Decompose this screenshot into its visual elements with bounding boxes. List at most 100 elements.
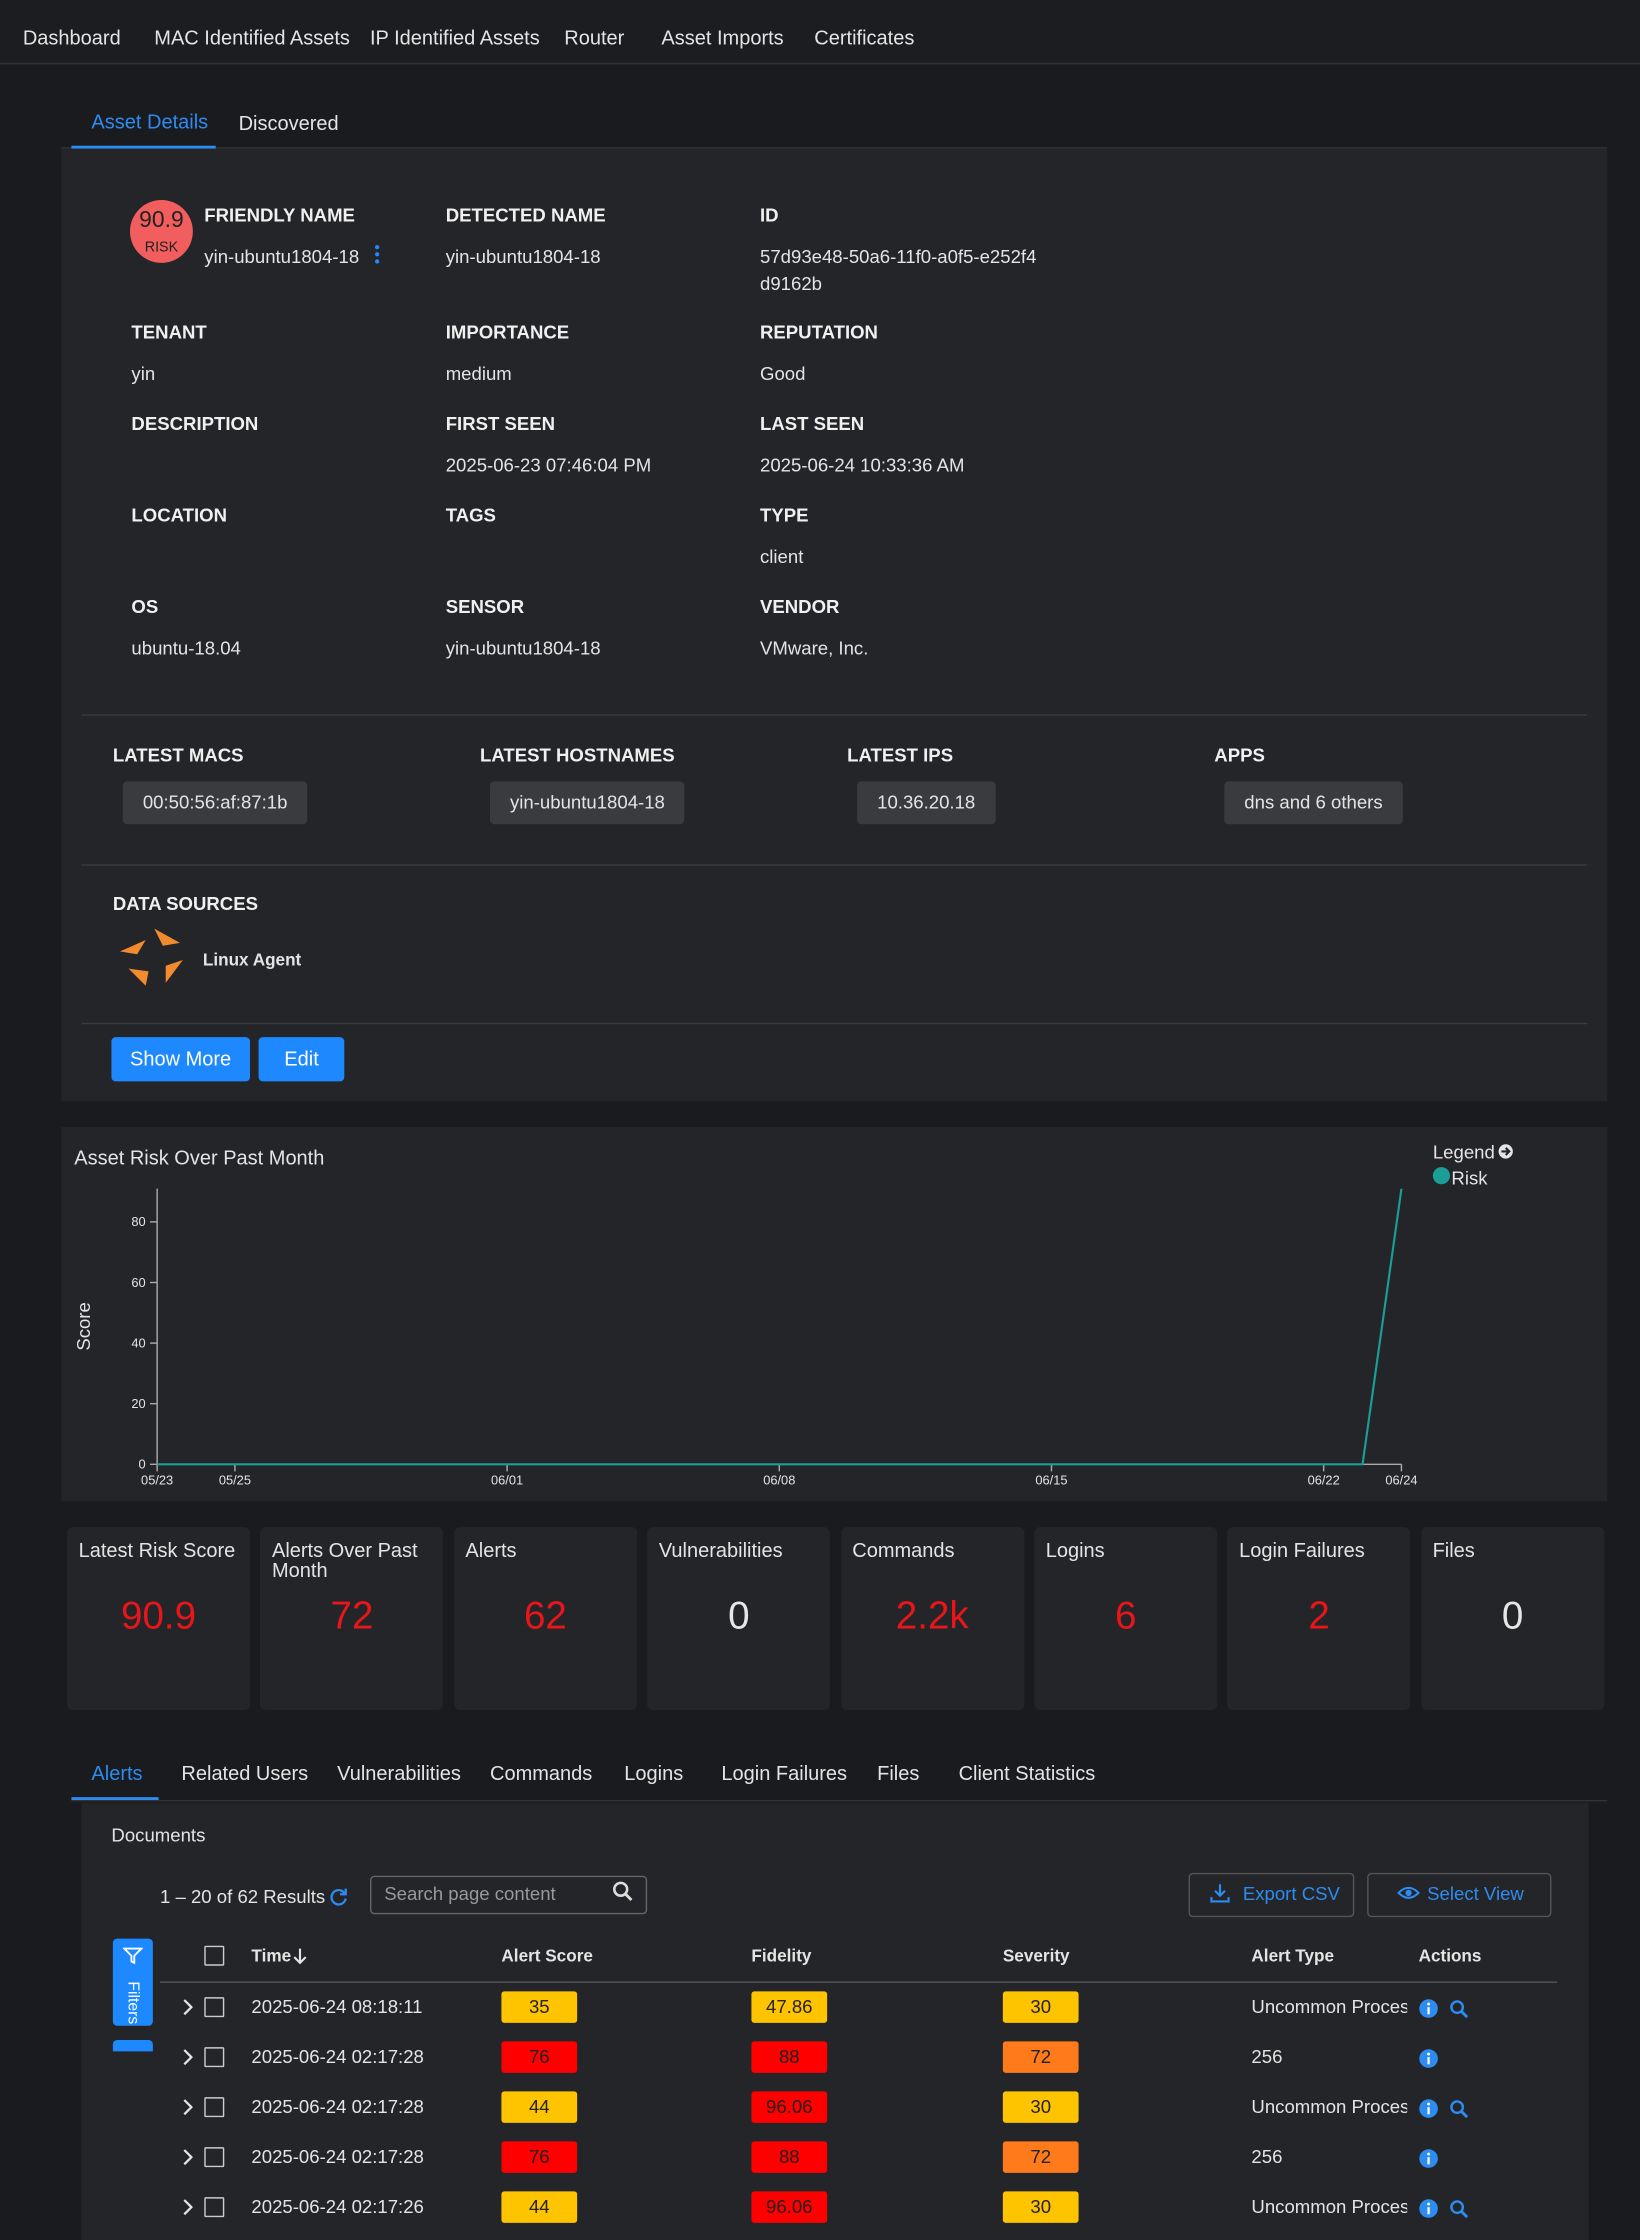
tab-active[interactable]: Asset Details xyxy=(91,109,209,133)
tab[interactable]: Related Users xyxy=(181,1761,309,1785)
y-tick-label: 20 xyxy=(131,1396,145,1411)
latest-chip[interactable]: dns and 6 others xyxy=(1224,781,1403,825)
divider xyxy=(81,714,1588,716)
tab[interactable]: Commands xyxy=(489,1761,593,1785)
field-value: VMware, Inc. xyxy=(759,637,869,659)
column-header[interactable]: Alert Score xyxy=(501,1945,593,1966)
latest-label: LATEST MACS xyxy=(112,744,244,766)
search-action-icon[interactable] xyxy=(1449,2099,1469,2119)
refresh-icon[interactable] xyxy=(329,1887,349,1907)
expand-chevron[interactable] xyxy=(181,2199,193,2216)
y-tick-label: 60 xyxy=(131,1275,145,1290)
info-icon[interactable] xyxy=(1419,2149,1439,2169)
search-action-icon[interactable] xyxy=(1449,1999,1469,2019)
badge-fidelity: 88 xyxy=(751,2041,828,2073)
checkbox[interactable] xyxy=(204,2047,225,2068)
badge-fidelity: 96.06 xyxy=(751,2191,828,2223)
tab[interactable]: Client Statistics xyxy=(958,1761,1096,1785)
stat-value: 6 xyxy=(1114,1594,1137,1638)
field-label: LOCATION xyxy=(131,504,228,526)
info-icon[interactable] xyxy=(1419,2049,1439,2069)
nav-link[interactable]: Router xyxy=(564,25,625,49)
column-header[interactable]: Actions xyxy=(1418,1945,1482,1966)
x-tick-label: 06/24 xyxy=(1385,1472,1417,1487)
button[interactable]: Edit xyxy=(258,1037,345,1082)
y-tick-label: 80 xyxy=(131,1214,145,1229)
field-value: yin-ubuntu1804-18 xyxy=(204,245,360,268)
column-header[interactable]: Time xyxy=(251,1945,292,1966)
latest-label: LATEST HOSTNAMES xyxy=(479,744,675,766)
search-box[interactable] xyxy=(369,1875,648,1915)
risk-line xyxy=(157,1188,1403,1466)
x-tick-label: 06/08 xyxy=(763,1472,795,1487)
tab[interactable]: Files xyxy=(877,1761,920,1785)
nav-link[interactable]: MAC Identified Assets xyxy=(154,25,350,49)
badge-score: 44 xyxy=(501,2091,578,2123)
nav-link[interactable]: Asset Imports xyxy=(661,25,784,49)
risk-score: 90.9 xyxy=(139,208,184,233)
risk-label: RISK xyxy=(144,239,179,256)
x-tick-label: 06/01 xyxy=(491,1472,523,1487)
column-header[interactable]: Alert Type xyxy=(1251,1945,1334,1966)
risk-circle xyxy=(129,199,193,263)
nav-link[interactable]: IP Identified Assets xyxy=(369,25,540,49)
cell-type: Uncommon Process xyxy=(1251,1995,1408,2018)
latest-label: APPS xyxy=(1214,744,1265,766)
field-value: client xyxy=(759,545,804,568)
stat-value: 2 xyxy=(1308,1594,1330,1638)
x-tick-label: 05/23 xyxy=(141,1472,173,1487)
tab[interactable]: Login Failures xyxy=(721,1761,848,1785)
field-value: 2025-06-23 07:46:04 PM xyxy=(445,454,652,476)
checkbox[interactable] xyxy=(204,1997,225,2018)
field-label: REPUTATION xyxy=(759,321,878,343)
cell-type: Uncommon Process xyxy=(1251,2095,1408,2118)
field-label: VENDOR xyxy=(759,595,840,618)
y-tick-label: 0 xyxy=(139,1457,146,1472)
expand-chevron[interactable] xyxy=(181,2049,193,2066)
badge-fidelity: 96.06 xyxy=(751,2091,828,2123)
badge-score: 76 xyxy=(501,2041,578,2073)
cell-type: 256 xyxy=(1251,2045,1283,2068)
export-button[interactable] xyxy=(1188,1872,1355,1918)
cell-time: 2025-06-24 02:17:28 xyxy=(251,2095,424,2118)
stat-label: Files xyxy=(1432,1538,1475,1562)
badge-score: 35 xyxy=(501,1991,578,2023)
info-icon[interactable] xyxy=(1419,2199,1439,2219)
tab[interactable]: Discovered xyxy=(238,111,339,135)
filters-label: Filters xyxy=(124,1981,142,2025)
filters-tab[interactable] xyxy=(112,1938,153,2026)
checkbox[interactable] xyxy=(204,2147,225,2168)
search-action-icon[interactable] xyxy=(1449,2199,1469,2219)
info-icon[interactable] xyxy=(1419,2099,1439,2119)
field-label: IMPORTANCE xyxy=(445,321,570,343)
checkbox[interactable] xyxy=(204,2097,225,2118)
stat-value: 2.2k xyxy=(895,1594,969,1638)
header-line xyxy=(159,1981,1558,1983)
checkbox[interactable] xyxy=(204,2197,225,2218)
latest-chip: 10.36.20.18 xyxy=(857,781,996,825)
nav-link[interactable]: Certificates xyxy=(814,25,915,49)
select-view-button[interactable] xyxy=(1367,1872,1552,1918)
column-header[interactable]: Severity xyxy=(1002,1945,1070,1966)
badge-fidelity: 47.86 xyxy=(751,1991,828,2023)
y-tick-label: 40 xyxy=(131,1335,145,1350)
expand-chevron[interactable] xyxy=(181,1999,193,2016)
stat-label: Logins xyxy=(1045,1538,1105,1562)
stat-card xyxy=(1421,1527,1604,1710)
cell-type: 256 xyxy=(1251,2145,1283,2168)
tab[interactable]: Vulnerabilities xyxy=(337,1761,461,1785)
checkbox[interactable] xyxy=(204,1945,225,1966)
column-header[interactable]: Fidelity xyxy=(751,1945,812,1966)
stat-card xyxy=(453,1527,637,1710)
y-axis-label: Score xyxy=(73,1302,94,1350)
button[interactable]: Show More xyxy=(111,1037,250,1082)
tab[interactable]: Logins xyxy=(624,1761,684,1785)
expand-chevron[interactable] xyxy=(181,2099,193,2116)
stat-card xyxy=(1034,1527,1218,1710)
expand-chevron[interactable] xyxy=(181,2149,193,2166)
badge-score: 44 xyxy=(501,2191,578,2223)
nav-link[interactable]: Dashboard xyxy=(22,25,121,49)
tab-active[interactable]: Alerts xyxy=(91,1761,143,1785)
info-icon[interactable] xyxy=(1419,1999,1439,2019)
kebab-icon[interactable] xyxy=(370,243,384,266)
